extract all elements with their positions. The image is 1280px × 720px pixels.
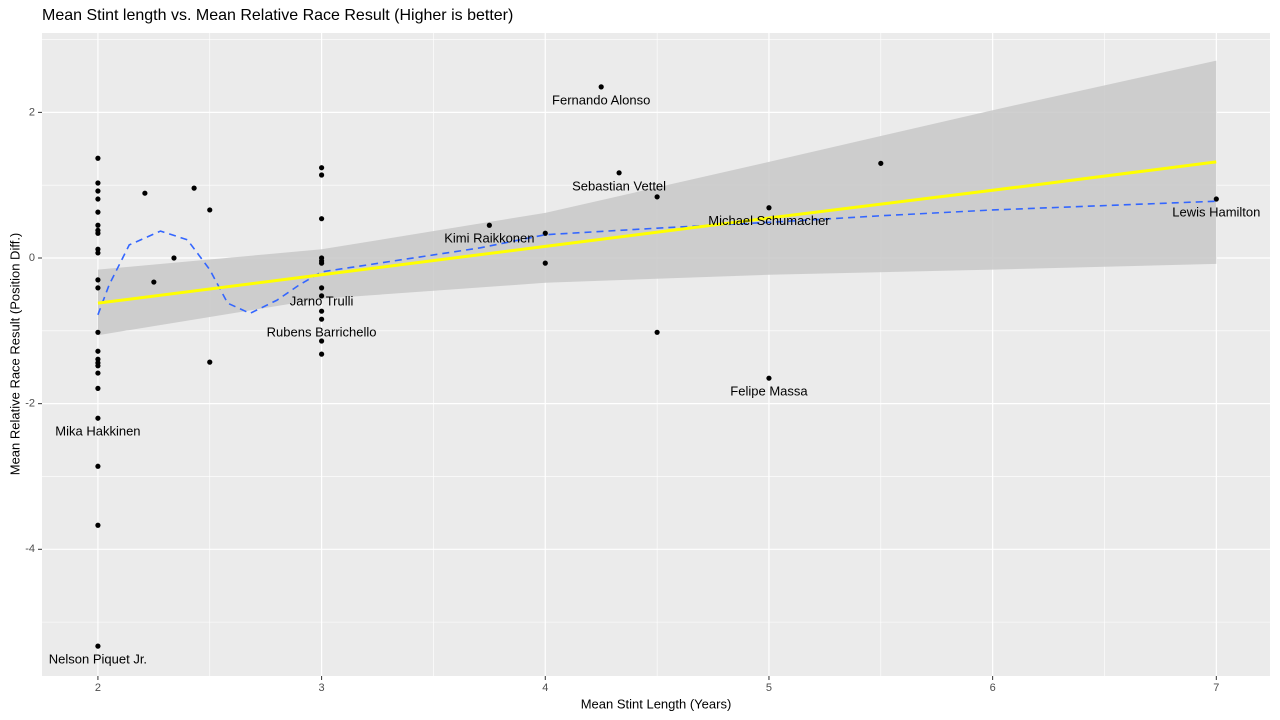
point xyxy=(318,285,325,291)
point xyxy=(95,329,101,335)
point xyxy=(95,180,101,186)
x-tick-label: 7 xyxy=(1213,682,1219,694)
point-label: Lewis Hamilton xyxy=(1172,204,1260,219)
y-tick-label: -2 xyxy=(25,398,35,410)
point xyxy=(207,207,213,213)
y-tick-label: -4 xyxy=(25,543,35,555)
point-label: Mika Hakkinen xyxy=(55,424,140,439)
point xyxy=(542,230,548,236)
x-tick-label: 6 xyxy=(990,682,996,694)
point xyxy=(95,188,101,194)
point xyxy=(95,285,101,291)
y-axis-label: Mean Relative Race Result (Position Diff… xyxy=(7,233,22,476)
point xyxy=(318,308,325,314)
point xyxy=(318,216,325,222)
point xyxy=(95,463,101,469)
point xyxy=(616,170,622,176)
point xyxy=(207,359,213,365)
point xyxy=(95,230,101,236)
x-tick-label: 2 xyxy=(95,682,101,694)
point xyxy=(318,172,325,178)
point xyxy=(95,643,101,649)
point xyxy=(766,205,772,211)
chart-title: Mean Stint length vs. Mean Relative Race… xyxy=(42,7,513,24)
point xyxy=(878,160,884,166)
point-label: Felipe Massa xyxy=(730,384,808,399)
point xyxy=(95,522,101,528)
point xyxy=(171,255,177,261)
point xyxy=(95,385,101,391)
point xyxy=(191,185,197,191)
point xyxy=(95,363,101,369)
point xyxy=(142,190,148,196)
point xyxy=(95,222,101,228)
point xyxy=(95,370,101,376)
point xyxy=(95,196,101,202)
point xyxy=(654,194,660,200)
point xyxy=(95,277,101,283)
point-label: Kimi Raikkonen xyxy=(444,231,534,246)
point-label: Nelson Piquet Jr. xyxy=(49,652,147,667)
point xyxy=(766,375,772,381)
smooth-line xyxy=(97,200,1217,316)
point xyxy=(318,338,325,344)
x-tick-label: 4 xyxy=(542,682,548,694)
point xyxy=(95,246,101,252)
point xyxy=(318,260,325,266)
point xyxy=(318,316,325,322)
point xyxy=(95,209,101,215)
point xyxy=(598,84,604,90)
x-axis-label: Mean Stint Length (Years) xyxy=(581,696,732,711)
point xyxy=(95,415,101,421)
point xyxy=(95,348,101,354)
point-label: Sebastian Vettel xyxy=(572,178,666,193)
point-label: Jarno Trulli xyxy=(290,293,354,308)
point-label: Rubens Barrichello xyxy=(267,325,377,340)
point xyxy=(95,250,101,256)
point xyxy=(318,351,325,357)
point xyxy=(486,222,492,228)
point-label: Fernando Alonso xyxy=(552,92,650,107)
point xyxy=(654,329,660,335)
point-label: Michael Schumacher xyxy=(708,213,830,228)
y-tick-label: 0 xyxy=(29,252,35,264)
point xyxy=(1213,196,1219,202)
point xyxy=(95,356,101,362)
fit-line xyxy=(97,160,1217,305)
x-tick-label: 3 xyxy=(319,682,325,694)
point xyxy=(318,293,325,299)
y-tick-label: 2 xyxy=(29,106,35,118)
point xyxy=(542,260,548,266)
point xyxy=(318,165,325,171)
point xyxy=(95,155,101,161)
x-tick-label: 5 xyxy=(766,682,772,694)
point xyxy=(151,279,157,285)
